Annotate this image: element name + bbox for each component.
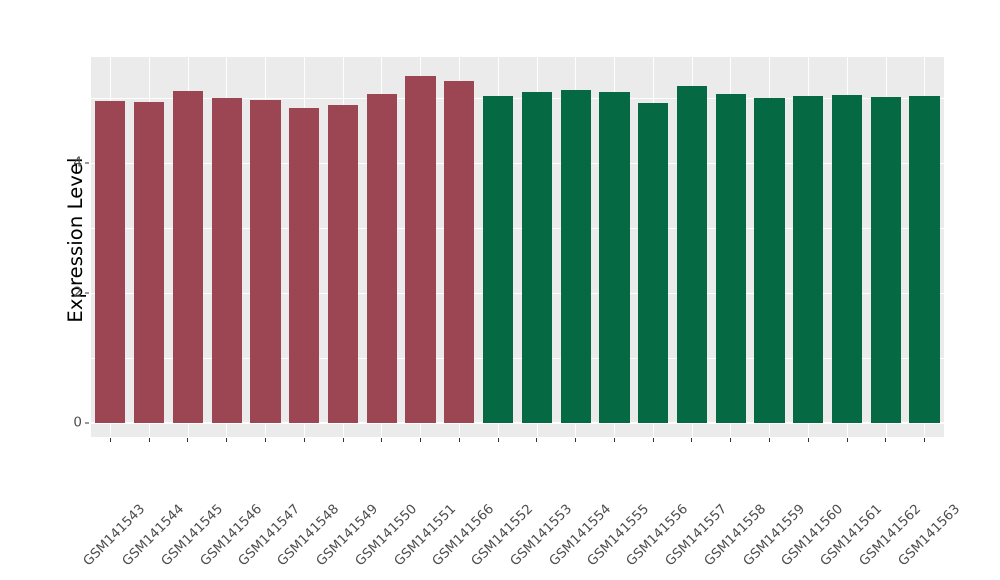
bar-GSM141551 — [405, 75, 436, 423]
gridline-major-y — [91, 422, 944, 424]
x-axis-tick-mark — [652, 438, 654, 442]
bar-GSM141549 — [327, 104, 359, 423]
x-axis-tick-mark — [730, 438, 732, 442]
gridline-major-y — [91, 292, 944, 294]
x-axis-tick-mark — [458, 438, 460, 442]
bar-GSM141557 — [676, 85, 708, 423]
gridline-major-y — [91, 162, 944, 164]
bar-GSM141547 — [250, 99, 281, 423]
bar-GSM141546 — [211, 98, 242, 423]
x-axis-tick-mark — [187, 438, 189, 442]
x-axis-tick-mark — [885, 438, 887, 442]
plot-panel — [91, 57, 944, 437]
x-axis-tick-mark — [226, 438, 228, 442]
x-axis-tick-mark — [575, 438, 577, 442]
bar-GSM141543 — [95, 100, 126, 423]
gridline-minor-y — [91, 97, 944, 99]
gridline-minor-y — [91, 357, 944, 359]
y-axis-tick-label: 4 — [73, 154, 82, 171]
x-axis-tick-mark — [924, 438, 926, 442]
bar-GSM141550 — [366, 94, 397, 423]
x-axis-tick-mark — [342, 438, 344, 442]
bar-GSM141558 — [715, 93, 746, 423]
x-axis-tick-mark — [846, 438, 848, 442]
y-axis-tick-mark — [85, 162, 89, 164]
bar-GSM141566 — [444, 80, 475, 423]
bar-GSM141562 — [870, 96, 901, 423]
x-axis-tick-mark — [769, 438, 771, 442]
y-axis-tick-labels: 0 2 4 — [62, 0, 82, 580]
x-axis-tick-mark — [807, 438, 809, 442]
y-axis-tick-mark — [85, 422, 89, 424]
bar-GSM141560 — [793, 95, 824, 423]
bar-GSM141554 — [560, 90, 591, 423]
x-axis-tick-mark — [497, 438, 499, 442]
x-axis-tick-mark — [264, 438, 266, 442]
bar-GSM141561 — [831, 95, 863, 423]
x-axis-tick-mark — [613, 438, 615, 442]
x-axis-tick-mark — [691, 438, 693, 442]
bar-GSM141545 — [172, 91, 204, 423]
bar-GSM141555 — [599, 91, 630, 423]
bar-GSM141553 — [521, 92, 552, 423]
bar-GSM141556 — [638, 102, 669, 423]
x-axis-tick-mark — [381, 438, 383, 442]
y-axis-tick-mark — [85, 292, 89, 294]
bar-GSM141552 — [482, 95, 514, 423]
bar-GSM141548 — [289, 108, 320, 423]
gridline-minor-y — [91, 227, 944, 229]
x-axis-tick-mark — [148, 438, 150, 442]
y-axis-tick-label: 2 — [73, 284, 82, 301]
x-axis-tick-mark — [420, 438, 422, 442]
x-axis-tick-mark — [536, 438, 538, 442]
y-axis-tick-label: 0 — [73, 414, 82, 431]
bar-GSM141544 — [134, 101, 165, 423]
bar-GSM141563 — [909, 96, 940, 423]
x-axis-tick-mark — [109, 438, 111, 442]
x-axis-tick-mark — [303, 438, 305, 442]
bar-GSM141559 — [754, 97, 785, 423]
